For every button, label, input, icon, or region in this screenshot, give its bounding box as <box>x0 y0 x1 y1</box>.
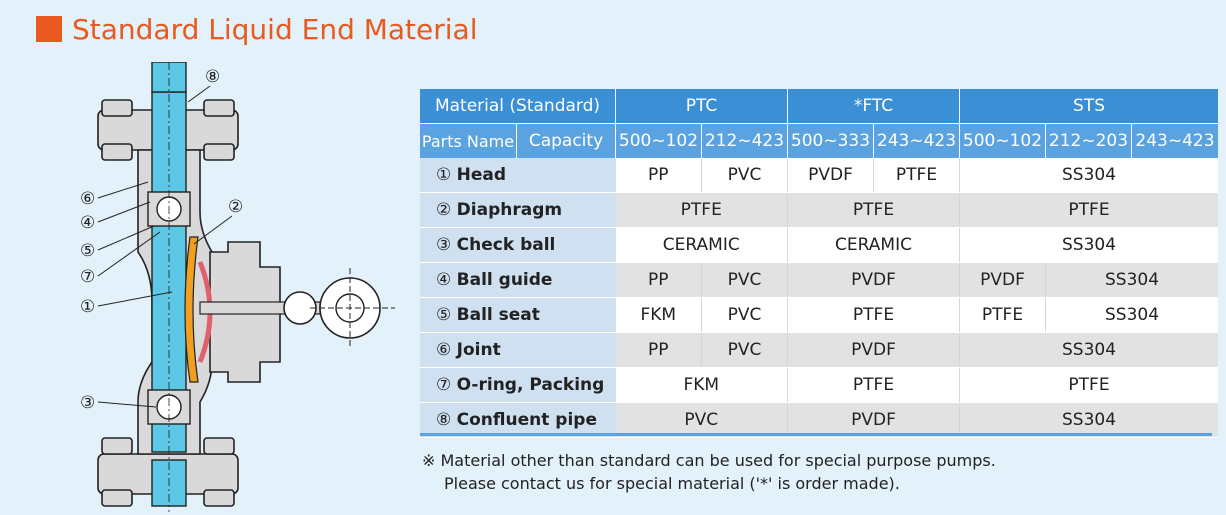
table-cell: CERAMIC <box>787 227 960 263</box>
footnote-line-1: ※ Material other than standard can be us… <box>422 451 996 470</box>
callout-8: ⑧ <box>205 67 220 87</box>
table-row: ④ Ball guide PP PVC PVDF PVDF SS304 <box>420 262 1218 298</box>
row-label-joint: ⑥ Joint <box>420 332 616 368</box>
table-cell: SS304 <box>959 158 1218 193</box>
table-row: ⑧ Confluent pipe PVC PVDF SS304 <box>420 402 1218 438</box>
row-label-head: ① Head <box>420 158 616 193</box>
header-capacity: Capacity <box>516 123 616 158</box>
table-cell: PTFE <box>959 192 1218 228</box>
row-label-confluent-pipe: ⑧ Confluent pipe <box>420 402 616 438</box>
callout-1: ① <box>80 297 95 317</box>
callout-5: ⑤ <box>80 241 95 261</box>
table-cell: PP <box>615 158 702 193</box>
cap-col-2: 212~423 <box>701 123 788 158</box>
table-cell: PTFE <box>787 297 960 333</box>
callout-2: ② <box>228 197 243 217</box>
table-cell: PVDF <box>787 332 960 368</box>
table-cell: PP <box>615 262 702 298</box>
table-cell: SS304 <box>959 402 1218 438</box>
table-cell: SS304 <box>959 227 1218 263</box>
table-cell: PVC <box>701 297 788 333</box>
title-square-icon <box>36 16 62 42</box>
table-cell: SS304 <box>1045 262 1218 298</box>
table-cell: PTFE <box>787 192 960 228</box>
table-cell: FKM <box>615 367 788 403</box>
table-cell: PVC <box>701 262 788 298</box>
table-row: ② Diaphragm PTFE PTFE PTFE <box>420 192 1218 228</box>
table-cell: PTFE <box>615 192 788 228</box>
table-row: ③ Check ball CERAMIC CERAMIC SS304 <box>420 227 1218 263</box>
callout-7: ⑦ <box>80 267 95 287</box>
title-text: Standard Liquid End Material <box>72 12 478 46</box>
table-cell: FKM <box>615 297 702 333</box>
row-label-ball-seat: ⑤ Ball seat <box>420 297 616 333</box>
table-cell: PVDF <box>787 158 874 193</box>
table-cell: CERAMIC <box>615 227 788 263</box>
table-cell: SS304 <box>959 332 1218 368</box>
callout-6: ⑥ <box>80 189 95 209</box>
table-row: ⑤ Ball seat FKM PVC PTFE PTFE SS304 <box>420 297 1218 333</box>
callout-3: ③ <box>80 393 95 413</box>
cap-col-4: 243~423 <box>873 123 960 158</box>
page-title: Standard Liquid End Material <box>36 12 478 46</box>
cap-col-5: 500~102 <box>959 123 1046 158</box>
table-cell: PVC <box>701 332 788 368</box>
table-row: ⑥ Joint PP PVC PVDF SS304 <box>420 332 1218 368</box>
table-cell: PVDF <box>787 262 960 298</box>
row-label-check-ball: ③ Check ball <box>420 227 616 263</box>
table-cell: PVC <box>701 158 788 193</box>
header-sts: STS <box>959 89 1218 124</box>
header-material: Material (Standard) <box>420 89 616 124</box>
table-cell: PVC <box>615 402 788 438</box>
cap-col-7: 243~423 <box>1131 123 1218 158</box>
pump-diagram: ⑧ ⑥ ④ ⑤ ⑦ ① ② ③ <box>80 62 395 512</box>
cap-col-3: 500~333 <box>787 123 874 158</box>
row-label-ball-guide: ④ Ball guide <box>420 262 616 298</box>
header-parts-name: Parts Name <box>420 123 517 158</box>
table-cell: PTFE <box>787 367 960 403</box>
table-bottom-rule <box>420 433 1212 436</box>
table-cell: PVDF <box>959 262 1046 298</box>
footnote-line-2: Please contact us for special material (… <box>444 474 900 493</box>
table-cell: PTFE <box>959 367 1218 403</box>
row-label-o-ring: ⑦ O-ring, Packing <box>420 367 616 403</box>
callout-4: ④ <box>80 213 95 233</box>
material-table: Material (Standard) PTC *FTC STS Parts N… <box>420 89 1218 438</box>
cap-col-6: 212~203 <box>1045 123 1132 158</box>
row-label-diaphragm: ② Diaphragm <box>420 192 616 228</box>
table-row: ⑦ O-ring, Packing FKM PTFE PTFE <box>420 367 1218 403</box>
table-cell: PP <box>615 332 702 368</box>
table-cell: PVDF <box>787 402 960 438</box>
table-cell: SS304 <box>1045 297 1218 333</box>
table-cell: PTFE <box>959 297 1046 333</box>
footnote: ※ Material other than standard can be us… <box>422 449 996 495</box>
cap-col-1: 500~102 <box>615 123 702 158</box>
table-cell: PTFE <box>873 158 960 193</box>
header-ftc: *FTC <box>787 89 960 124</box>
table-row: ① Head PP PVC PVDF PTFE SS304 <box>420 158 1218 193</box>
header-ptc: PTC <box>615 89 788 124</box>
